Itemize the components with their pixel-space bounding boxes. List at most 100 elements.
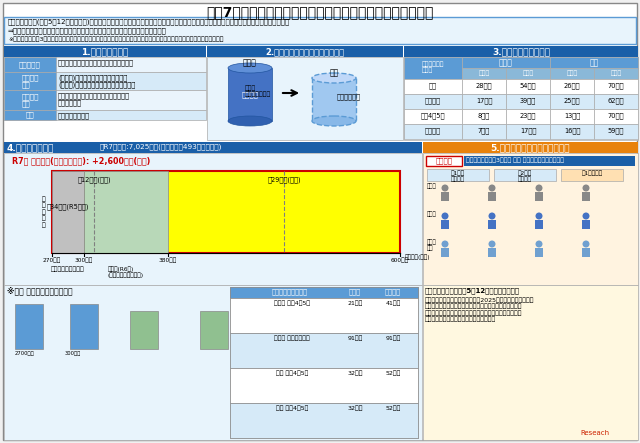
- Text: 中間層(R6～)
(多子世帯・理工農系): 中間層(R6～) (多子世帯・理工農系): [108, 266, 144, 278]
- Text: 5.対象となる多子世帯の考え方: 5.対象となる多子世帯の考え方: [490, 143, 570, 152]
- Bar: [4, 90, 56, 110]
- Bar: [230, 298, 418, 333]
- Text: R7予算案:7,025億円(地方負担分493億円を含む): R7予算案:7,025億円(地方負担分493億円を含む): [100, 143, 222, 150]
- Ellipse shape: [228, 116, 272, 126]
- Bar: [404, 79, 462, 94]
- Text: 大学: 大学: [429, 82, 437, 89]
- Text: 短期大学: 短期大学: [425, 97, 441, 104]
- Ellipse shape: [228, 63, 272, 73]
- Bar: [207, 57, 403, 140]
- Bar: [404, 94, 462, 109]
- Text: 52万円: 52万円: [385, 370, 401, 376]
- Text: 52万円: 52万円: [385, 405, 401, 411]
- Text: 授業料: 授業料: [522, 70, 534, 76]
- Text: 2.授業料・入学金減免のイメージ: 2.授業料・入学金減免のイメージ: [266, 47, 344, 56]
- Text: 第1子卒業後: 第1子卒業後: [581, 170, 603, 175]
- Bar: [84, 171, 168, 253]
- Bar: [230, 333, 418, 368]
- Text: 約29万人(推計): 約29万人(推計): [267, 176, 301, 183]
- Bar: [550, 57, 638, 68]
- Text: 私立 大学4・5年: 私立 大学4・5年: [276, 370, 308, 376]
- Bar: [462, 124, 506, 139]
- Text: 私立: 私立: [330, 68, 339, 77]
- Text: 28万円: 28万円: [476, 82, 492, 89]
- Bar: [228, 68, 272, 121]
- Bar: [488, 248, 496, 257]
- Text: ※参考 給付型奨学金イメージ: ※参考 給付型奨学金イメージ: [7, 287, 72, 296]
- Ellipse shape: [312, 73, 356, 83]
- Text: 300万円: 300万円: [65, 351, 81, 356]
- Bar: [4, 72, 206, 90]
- Bar: [462, 68, 506, 79]
- Text: 家計負担: 家計負担: [241, 92, 259, 98]
- Bar: [423, 153, 638, 285]
- Bar: [4, 142, 422, 153]
- Text: 授
業
料
減
免: 授 業 料 減 免: [42, 196, 46, 228]
- Bar: [4, 46, 206, 57]
- Text: 13万円: 13万円: [564, 112, 580, 119]
- Text: 第1子が
大学在学: 第1子が 大学在学: [451, 170, 465, 182]
- Text: 大学生: 大学生: [427, 211, 436, 217]
- Bar: [441, 220, 449, 229]
- Bar: [506, 68, 550, 79]
- Text: 70万円: 70万円: [608, 112, 624, 119]
- Bar: [550, 94, 594, 109]
- Text: 17万円: 17万円: [476, 97, 492, 104]
- Bar: [404, 57, 638, 140]
- Bar: [4, 285, 422, 440]
- Text: 原則、
家計負担ゼロに: 原則、 家計負担ゼロに: [245, 85, 271, 97]
- Text: 17万円: 17万円: [520, 127, 536, 134]
- Text: 3.減免上限額（年額）: 3.減免上限額（年額）: [492, 47, 550, 56]
- Text: 高校生
以下: 高校生 以下: [427, 239, 436, 251]
- Text: 約34万人(R5実績): 約34万人(R5実績): [47, 204, 89, 210]
- Text: 41万円: 41万円: [385, 300, 401, 306]
- Text: 高等教育費の負担軽減について、2025年度から、多子世帯の
学生を対象として授業料等の減免と給付型奨学金の活用を
組み合わせた見直しを行うことで、授業料等につい: 高等教育費の負担軽減について、2025年度から、多子世帯の 学生を対象として授業…: [425, 297, 534, 322]
- Text: 給付型奨学金支給額: 給付型奨学金支給額: [272, 288, 308, 295]
- Bar: [427, 169, 489, 181]
- Text: 国公立 大学・大学院: 国公立 大学・大学院: [274, 335, 310, 341]
- Bar: [506, 79, 550, 94]
- Bar: [550, 79, 594, 94]
- Text: 住民税非課税世帯等: 住民税非課税世帯等: [51, 266, 84, 272]
- Text: 32万円: 32万円: [348, 405, 363, 411]
- Bar: [4, 72, 56, 90]
- Bar: [582, 192, 590, 201]
- Text: 270万円: 270万円: [43, 257, 61, 263]
- Text: 16万円: 16万円: [564, 127, 580, 134]
- Text: 23万円: 23万円: [520, 112, 536, 119]
- Text: 専門学校: 専門学校: [425, 127, 441, 134]
- Ellipse shape: [536, 184, 543, 191]
- Text: 70万円: 70万円: [608, 82, 624, 89]
- Bar: [4, 17, 636, 44]
- Ellipse shape: [536, 241, 543, 248]
- Text: (採用前)学習意欲が確認できれば対象
(採用後)出席率等に係る要件を満たす必要: (採用前)学習意欲が確認できれば対象 (採用後)出席率等に係る要件を満たす必要: [58, 74, 135, 88]
- Bar: [494, 169, 556, 181]
- Text: こども未来戦略(令和5年12月閣議決定)に基づき多子世帯の学生等に対して大学等の授業料・入学金を、国が定めた一定額まで減額・免除する。: こども未来戦略(令和5年12月閣議決定)に基づき多子世帯の学生等に対して大学等の…: [8, 18, 291, 25]
- Bar: [506, 94, 550, 109]
- Text: 私立 大学4・5年: 私立 大学4・5年: [276, 405, 308, 411]
- Bar: [535, 220, 543, 229]
- Text: 国公立 大学4・5年: 国公立 大学4・5年: [274, 300, 310, 306]
- Bar: [506, 109, 550, 124]
- Text: ＝扶養する子供が3人以上 かつ 大学等に通っている場合: ＝扶養する子供が3人以上 かつ 大学等に通っている場合: [466, 157, 564, 163]
- Text: 21万円: 21万円: [348, 300, 363, 306]
- Text: 世帯年収(目安): 世帯年収(目安): [405, 254, 431, 260]
- Text: 59万円: 59万円: [608, 127, 624, 134]
- Text: 300万円: 300万円: [74, 257, 93, 263]
- Bar: [130, 311, 158, 349]
- Bar: [230, 287, 418, 298]
- Text: R7～ 多子世帯(所得制限なし): +2,600億円(推計): R7～ 多子世帯(所得制限なし): +2,600億円(推計): [12, 156, 150, 165]
- Ellipse shape: [582, 184, 589, 191]
- Text: 約12万人(推計): 約12万人(推計): [77, 176, 111, 183]
- Text: 25万円: 25万円: [564, 97, 580, 104]
- Bar: [462, 109, 506, 124]
- Text: 7万円: 7万円: [478, 127, 490, 134]
- Bar: [52, 171, 400, 253]
- Bar: [594, 79, 638, 94]
- Text: こども未来戦略（令和5年12月閣議決定）抜粋: こども未来戦略（令和5年12月閣議決定）抜粋: [425, 287, 520, 294]
- Ellipse shape: [442, 241, 449, 248]
- Bar: [594, 109, 638, 124]
- Text: ⇒高等教育費を理由として理想の数の子供を諦めることがない社会の実現に寄与。: ⇒高等教育費を理由として理想の数の子供を諦めることがない社会の実現に寄与。: [8, 27, 167, 34]
- Ellipse shape: [582, 241, 589, 248]
- Bar: [550, 109, 594, 124]
